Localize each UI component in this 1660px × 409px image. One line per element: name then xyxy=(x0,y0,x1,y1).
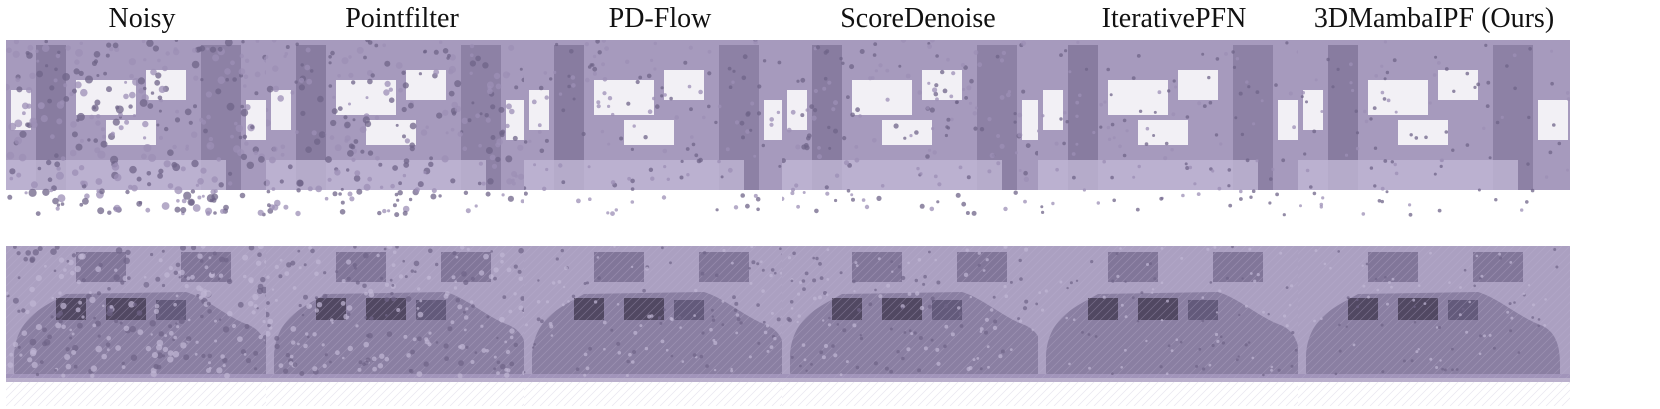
column-title-iterativepfn: IterativePFN xyxy=(1101,3,1247,34)
car-point-cloud-image xyxy=(266,246,538,406)
street-point-cloud-image xyxy=(1298,40,1570,220)
car-point-cloud-image xyxy=(1298,246,1570,406)
column-title-pointfilter: Pointfilter xyxy=(345,3,459,34)
street-point-cloud-image xyxy=(524,40,796,220)
column-noisy: Noisy xyxy=(6,0,278,409)
column-ours: 3DMambaIPF (Ours) xyxy=(1298,0,1570,409)
column-title-pdflow: PD-Flow xyxy=(608,3,712,34)
column-iterativepfn: IterativePFN xyxy=(1038,0,1310,409)
street-point-cloud-image xyxy=(1038,40,1310,220)
car-scene-iterativepfn xyxy=(1038,246,1310,406)
street-point-cloud-image xyxy=(266,40,538,220)
street-scene-noisy xyxy=(6,40,278,220)
column-pdflow: PD-Flow xyxy=(524,0,796,409)
column-title-scoredenoise: ScoreDenoise xyxy=(840,3,996,34)
column-scoredenoise: ScoreDenoise xyxy=(782,0,1054,409)
street-scene-pointfilter xyxy=(266,40,538,220)
car-scene-ours xyxy=(1298,246,1570,406)
car-scene-scoredenoise xyxy=(782,246,1054,406)
car-scene-noisy xyxy=(6,246,278,406)
column-title-ours: 3DMambaIPF (Ours) xyxy=(1313,3,1555,34)
column-pointfilter: Pointfilter xyxy=(266,0,538,409)
car-point-cloud-image xyxy=(6,246,278,406)
street-point-cloud-image xyxy=(782,40,1054,220)
car-scene-pdflow xyxy=(524,246,796,406)
street-scene-ours xyxy=(1298,40,1570,220)
street-scene-scoredenoise xyxy=(782,40,1054,220)
column-title-noisy: Noisy xyxy=(108,3,176,34)
street-scene-iterativepfn xyxy=(1038,40,1310,220)
car-scene-pointfilter xyxy=(266,246,538,406)
car-point-cloud-image xyxy=(1038,246,1310,406)
street-scene-pdflow xyxy=(524,40,796,220)
car-point-cloud-image xyxy=(782,246,1054,406)
car-point-cloud-image xyxy=(524,246,796,406)
street-point-cloud-image xyxy=(6,40,278,220)
